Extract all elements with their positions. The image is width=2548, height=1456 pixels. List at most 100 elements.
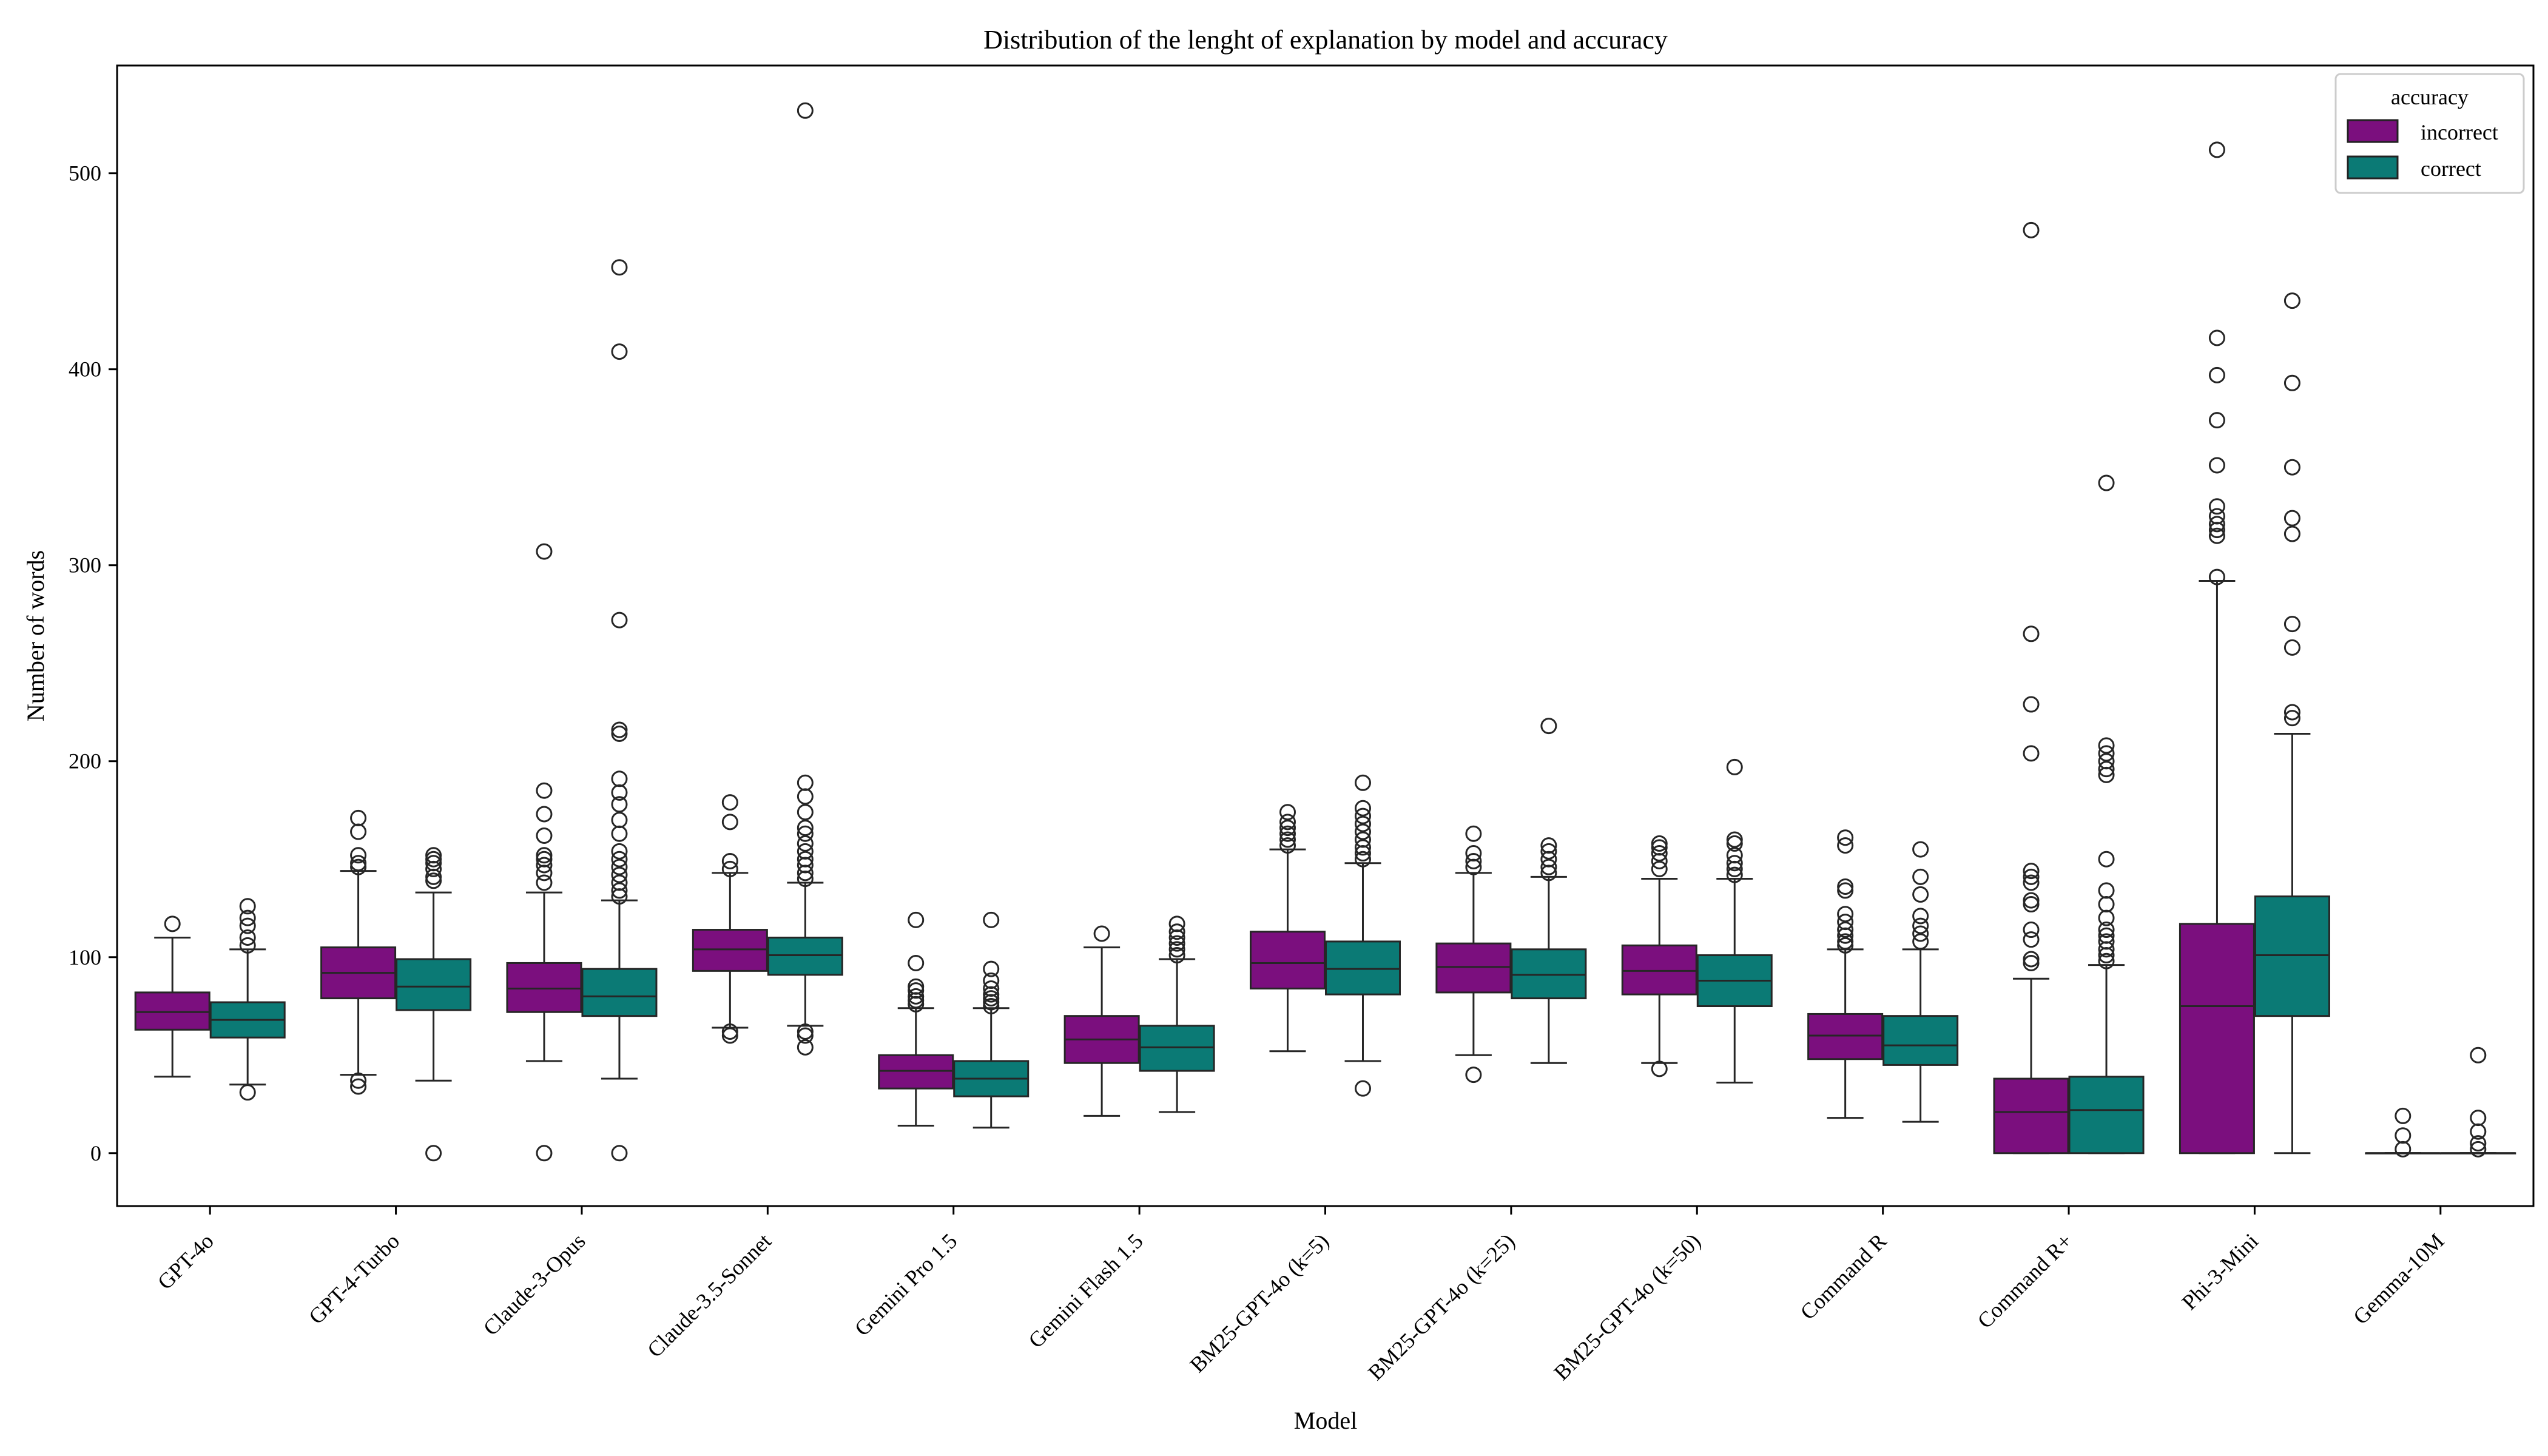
x-tick-label: GPT-4-Turbo	[304, 1228, 404, 1329]
outlier-point	[1912, 917, 1929, 934]
iqr-box	[2068, 1076, 2145, 1154]
outlier-point	[908, 978, 925, 995]
y-tick-label: 200	[69, 749, 101, 774]
outlier-point	[350, 1072, 367, 1089]
outlier-point	[1726, 847, 1743, 864]
outlier-point	[1279, 831, 1296, 848]
outlier-point	[1837, 922, 1854, 939]
outlier-point	[797, 820, 814, 837]
box-incorrect	[1250, 804, 1326, 1053]
outlier-point	[2098, 851, 2115, 868]
x-tick-label: Command R+	[1973, 1228, 2077, 1333]
outlier-point	[1355, 851, 1371, 868]
x-tick-label: Gemini Pro 1.5	[850, 1228, 962, 1341]
outlier-point	[1651, 860, 1668, 877]
outlier-point	[1355, 774, 1371, 791]
outlier-point	[350, 823, 367, 840]
outlier-point	[1279, 825, 1296, 842]
box-incorrect	[1807, 829, 1884, 1119]
legend-swatch-correct	[2347, 155, 2399, 180]
outlier-point	[350, 1078, 367, 1095]
outlier-point	[2395, 1127, 2412, 1144]
outlier-point	[721, 852, 738, 869]
outlier-point	[1540, 837, 1557, 854]
outlier-point	[797, 788, 814, 805]
plot-area	[134, 102, 2516, 1162]
x-tick-label: Gemini Flash 1.5	[1023, 1228, 1147, 1352]
outlier-point	[611, 1145, 628, 1162]
iqr-box	[692, 929, 768, 972]
outlier-point	[1355, 1080, 1371, 1097]
outlier-point	[1279, 814, 1296, 831]
outlier-point	[1540, 843, 1557, 860]
x-tick-label: BM25-GPT-4o (k=50)	[1549, 1228, 1705, 1384]
outlier-point	[611, 843, 628, 860]
outlier-point	[2098, 753, 2115, 770]
outlier-point	[1726, 831, 1743, 848]
outlier-point	[1355, 823, 1371, 840]
outlier-point	[1837, 882, 1854, 899]
series-correct	[209, 102, 2516, 1162]
outlier-point	[1837, 829, 1854, 846]
outlier-point	[983, 972, 1000, 989]
outlier-point	[2208, 568, 2225, 585]
chart-title: Distribution of the lenght of explanatio…	[983, 25, 1668, 55]
outlier-point	[536, 847, 553, 864]
outlier-point	[425, 855, 442, 872]
outlier-point	[1912, 886, 1929, 903]
outlier-point	[1355, 839, 1371, 856]
outlier-point	[536, 827, 553, 844]
outlier-point	[425, 847, 442, 864]
outlier-point	[797, 102, 814, 119]
outlier-point	[611, 343, 628, 360]
plot-frame	[116, 64, 2535, 1207]
outlier-point	[611, 858, 628, 875]
outlier-point	[536, 857, 553, 874]
outlier-point	[611, 825, 628, 842]
outlier-point	[721, 1027, 738, 1044]
iqr-box	[581, 968, 658, 1017]
x-tick-label: Claude-3.5-Sonnet	[642, 1228, 776, 1362]
outlier-point	[2470, 1046, 2487, 1063]
legend-swatch-incorrect	[2347, 119, 2399, 143]
outlier-point	[536, 782, 553, 799]
outlier-point	[2283, 616, 2300, 633]
outlier-point	[2283, 459, 2300, 476]
iqr-box	[506, 962, 582, 1013]
outlier-point	[1540, 718, 1557, 735]
outlier-point	[2208, 457, 2225, 474]
outlier-point	[350, 855, 367, 872]
outlier-point	[2023, 954, 2040, 971]
outlier-point	[797, 774, 814, 791]
outlier-point	[2098, 761, 2115, 778]
outlier-point	[611, 259, 628, 276]
y-axis-label: Number of words	[22, 550, 49, 721]
x-axis-label: Model	[1294, 1407, 1357, 1434]
outlier-point	[2023, 863, 2040, 880]
outlier-point	[797, 1027, 814, 1044]
outlier-point	[1651, 839, 1668, 856]
outlier-point	[350, 847, 367, 864]
box-incorrect	[1063, 925, 1140, 1117]
outlier-point	[1465, 845, 1482, 862]
iqr-box	[1511, 948, 1587, 1000]
box-incorrect	[1993, 221, 2069, 1154]
outlier-point	[1540, 858, 1557, 875]
outlier-point	[2023, 931, 2040, 948]
outlier-point	[983, 998, 1000, 1015]
outlier-point	[2023, 625, 2040, 642]
x-tick-label: Claude-3-Opus	[479, 1228, 590, 1340]
box-correct	[1325, 774, 1401, 1097]
outlier-point	[797, 1039, 814, 1056]
iqr-box	[1325, 940, 1401, 996]
outlier-point	[1912, 908, 1929, 925]
iqr-box	[1621, 944, 1697, 996]
outlier-point	[1726, 855, 1743, 872]
outlier-point	[2283, 704, 2300, 721]
box-correct	[2068, 474, 2145, 1154]
outlier-point	[2283, 510, 2300, 527]
outlier-point	[1837, 937, 1854, 954]
outlier-point	[983, 911, 1000, 928]
x-tick-label: Command R	[1796, 1228, 1892, 1324]
iqr-box	[1250, 931, 1326, 989]
